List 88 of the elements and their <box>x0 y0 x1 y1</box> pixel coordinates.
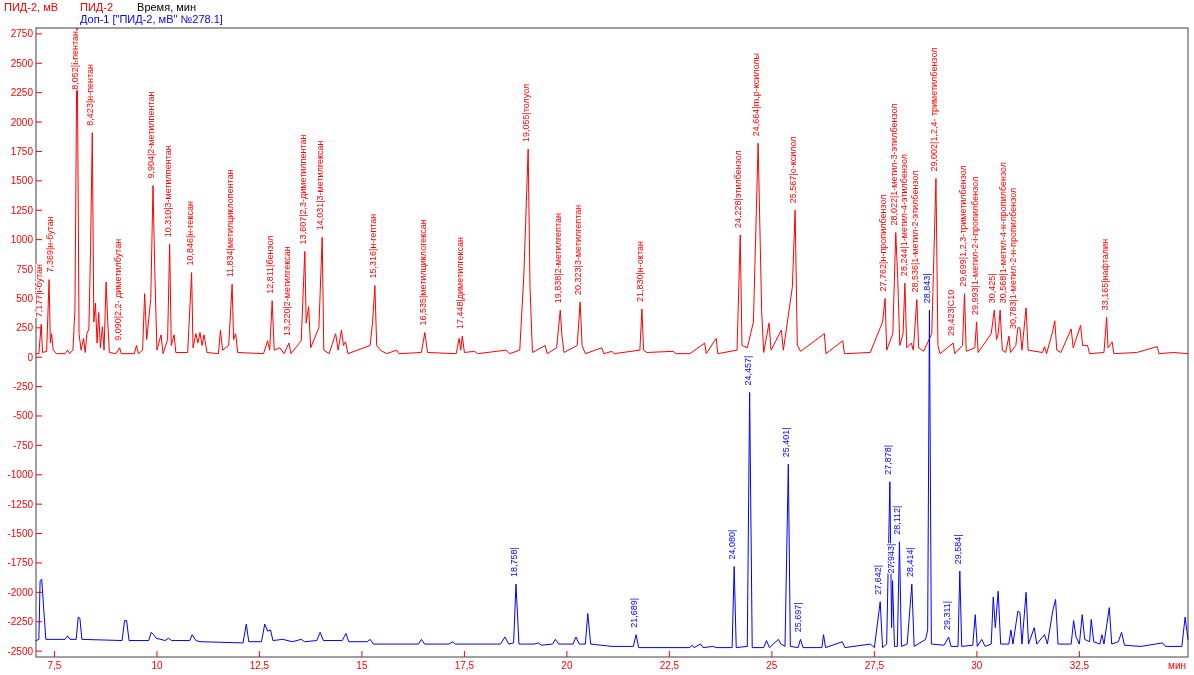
annotation: 30,783|1-метил-2-н-пропилбензол <box>1008 187 1019 330</box>
annotation: 28,536|1-метил-2-этилбензол <box>909 170 920 293</box>
annotation: 27,762|н-пропилбензол <box>878 194 889 292</box>
y-tick-label: 2750 <box>10 28 34 40</box>
y-tick-label: -1000 <box>7 469 34 481</box>
annotation: 11,834|метилциклопентан <box>225 169 236 278</box>
annotation: 8,423|н-пентан <box>85 63 96 126</box>
x-tick-label: 25 <box>766 660 778 671</box>
annotation: 15,316|н-гептан <box>367 213 378 279</box>
annotation: 19,055|толуол <box>521 83 532 143</box>
text: мин <box>1168 660 1186 671</box>
y-tick-label: 2250 <box>10 87 34 99</box>
annotation: 14,031|3-метилгексан <box>315 140 326 231</box>
y-tick-label: 1750 <box>10 145 34 157</box>
annotation: 24,664|m,p-ксилолы <box>751 52 762 137</box>
annotation: 13,607|2,3-диметилпентан <box>297 134 308 245</box>
y-tick-label: -2500 <box>7 645 34 657</box>
annotation: 24,228|этилбензол <box>733 150 744 228</box>
x-tick-label: 22,5 <box>659 660 680 671</box>
y-tick-label: 1250 <box>10 204 34 216</box>
annotation: 29,002|1,2,4- триметилбензол <box>928 47 939 172</box>
y-tick-label: 250 <box>16 322 34 334</box>
y-tick-label: -750 <box>12 439 34 451</box>
annotation: 7,369|н-бутан <box>44 216 55 273</box>
annotation: 10,310|3-метилпентан <box>162 145 173 238</box>
x-tick-label: 32,5 <box>1069 660 1090 671</box>
annotation: 21,689| <box>629 597 640 628</box>
annotation: 29,584| <box>952 534 963 565</box>
x-tick-label: 27,5 <box>864 660 885 671</box>
y-tick-label: 750 <box>16 263 34 275</box>
y-tick-label: -250 <box>12 381 34 393</box>
annotation: 24,457| <box>742 355 753 386</box>
y-tick-label: -2000 <box>7 586 34 598</box>
annotation: 27,943| <box>885 543 896 574</box>
y-tick-label: -1250 <box>7 498 34 510</box>
annotation: 29,993|1-метил-2-i-пропилбензол <box>969 176 980 315</box>
annotation: 24,080| <box>727 529 738 560</box>
annotation: 27,642| <box>873 564 884 595</box>
annotation: 10,846|н-гексан <box>184 201 195 266</box>
x-tick-label: 15 <box>356 660 368 671</box>
annotation: 21,830|н-октан <box>634 241 645 302</box>
annotation: 29,423|C10 <box>946 289 957 337</box>
annotation: 29,699|1,2,3-триметилбензол <box>957 165 968 287</box>
x-tick-label: 7,5 <box>47 660 62 671</box>
y-axis-title: ПИД-2, мВ <box>4 1 59 13</box>
x-tick-label: 17,5 <box>454 660 475 671</box>
annotation: 28,022|1-метил-3-этилбензол <box>888 103 899 226</box>
x-tick-label: 10 <box>151 660 163 671</box>
annotation: 16,535|метилциклогексан <box>417 219 428 326</box>
y-tick-label: 500 <box>16 292 34 304</box>
y-tick-label: 1500 <box>10 175 34 187</box>
annotation: 29,311| <box>941 600 952 631</box>
annotation: 25,697| <box>793 602 804 633</box>
x-tick-label: 12,5 <box>249 660 270 671</box>
y-tick-label: -1500 <box>7 528 34 540</box>
y-tick-label: -500 <box>12 410 34 422</box>
annotation: 25,567|о-ксилол <box>788 136 799 204</box>
y-tick-label: 2500 <box>10 57 34 69</box>
y-tick-label: 0 <box>27 351 34 363</box>
annotation: 8,052|i-пентан <box>70 30 81 90</box>
annotation: 30,425| <box>987 273 998 304</box>
y-tick-label: -2250 <box>7 616 34 628</box>
text: Доп-1 ["ПИД-2, мВ" №278.1] <box>80 13 223 25</box>
annotation: 12,811|бензол <box>265 235 276 294</box>
annotation: 17,448|диметилгексан <box>455 236 466 330</box>
annotation: 33,165|нафталин <box>1099 238 1110 311</box>
annotation: 30,568|1-метил-4-н-пропилбензол <box>997 161 1008 304</box>
annotation: 27,878| <box>882 444 893 475</box>
annotation: 28,414| <box>904 547 915 578</box>
y-tick-label: -1750 <box>7 557 34 569</box>
x-tick-label: 30 <box>971 660 983 671</box>
annotation: 7,177|i-бутан <box>34 263 45 318</box>
line-series <box>35 27 1189 355</box>
annotation: 19,838|2-метилгептан <box>553 213 564 304</box>
y-tick-label: 2000 <box>10 116 34 128</box>
y-tick-label: 1000 <box>10 234 34 246</box>
annotation: 18,758| <box>508 547 519 578</box>
series-label: ПИД-2 <box>80 1 114 13</box>
annotation: 28,112| <box>892 505 903 535</box>
annotation: 9,904|2-метилпентан <box>146 91 156 179</box>
annotation: 9,090|2,2- диметилбутан <box>112 238 123 341</box>
annotation: 28,244|1-метил-4-этилбензол <box>899 154 910 277</box>
x-tick-label: 20 <box>561 660 573 671</box>
annotation: 20,323|3-метилгептан <box>573 204 584 295</box>
x-axis-title: Время, мин <box>137 1 197 13</box>
annotation: 13,220|2-метилгексан <box>281 246 292 337</box>
annotation: 28,843| <box>922 273 933 304</box>
annotation: 25,401| <box>781 427 792 458</box>
